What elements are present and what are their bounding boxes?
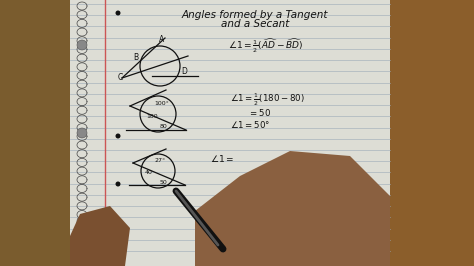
Polygon shape [70, 206, 130, 266]
Circle shape [77, 128, 87, 138]
Text: 40: 40 [145, 170, 153, 175]
Text: and a Secant: and a Secant [221, 19, 289, 29]
Text: $\angle 1 =$: $\angle 1 =$ [210, 153, 234, 164]
Polygon shape [0, 0, 70, 266]
Text: $\angle 1 = \frac{1}{2}(180-80)$: $\angle 1 = \frac{1}{2}(180-80)$ [230, 92, 305, 108]
Text: $\angle 1 = 50°$: $\angle 1 = 50°$ [230, 118, 270, 130]
Polygon shape [195, 151, 390, 266]
Text: $y = 5$: $y = 5$ [310, 167, 334, 180]
Text: $= 50$: $= 50$ [248, 106, 271, 118]
Circle shape [77, 216, 87, 226]
Text: 100°: 100° [155, 101, 169, 106]
Text: B: B [134, 53, 138, 62]
Text: $x =$: $x =$ [310, 155, 326, 164]
Text: 50: 50 [159, 180, 167, 185]
Circle shape [77, 40, 87, 50]
Text: D: D [181, 67, 187, 76]
Text: 27°: 27° [155, 158, 165, 163]
Text: $\angle 1 = \frac{1}{2}(\widehat{AD} - \widehat{BD})$: $\angle 1 = \frac{1}{2}(\widehat{AD} - \… [228, 37, 303, 55]
Polygon shape [70, 0, 390, 266]
Circle shape [116, 134, 120, 139]
Text: 80: 80 [160, 124, 168, 129]
Text: Angles formed by a Tangent: Angles formed by a Tangent [182, 10, 328, 20]
Text: 180: 180 [146, 114, 158, 119]
Text: C: C [118, 73, 123, 82]
Circle shape [116, 10, 120, 15]
Circle shape [116, 181, 120, 186]
Polygon shape [390, 0, 474, 266]
Text: A: A [159, 35, 164, 44]
